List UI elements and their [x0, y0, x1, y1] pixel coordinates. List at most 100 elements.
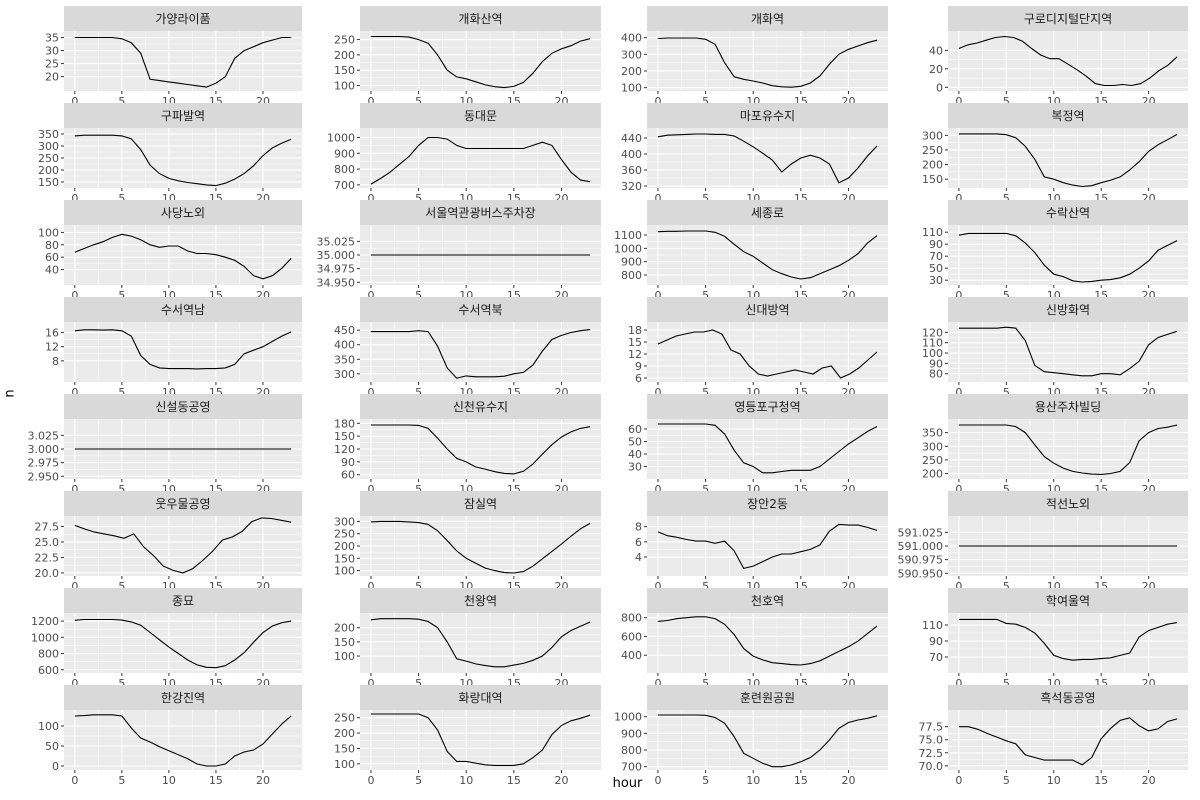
x-tick-label: 0	[367, 386, 374, 399]
x-tick-label: 5	[415, 386, 422, 399]
y-tick-label: 800	[38, 648, 59, 661]
facet-strip	[360, 103, 601, 128]
y-tick-label: 25	[45, 58, 59, 71]
x-tick-label: 5	[702, 483, 709, 496]
panel-background	[948, 128, 1188, 188]
y-tick-label: 35.000	[317, 249, 356, 262]
x-tick-label: 5	[118, 580, 125, 593]
series-line	[657, 523, 878, 570]
facet-title: 신대방역	[745, 303, 789, 317]
series-line	[74, 714, 292, 767]
x-tick-label: 0	[367, 483, 374, 496]
facet-strip	[647, 491, 888, 516]
facet-panel: 한강진역 0 5 10 15 20 0 50 100	[38, 685, 302, 787]
x-tick-label: 10	[1047, 774, 1061, 787]
facet-title: 신방화역	[1046, 303, 1090, 317]
facet-title: 천호역	[751, 593, 784, 608]
x-tick-label: 0	[71, 289, 78, 302]
facet-strip	[647, 6, 888, 31]
y-tick-label: 1000	[31, 631, 59, 644]
x-tick-label: 5	[702, 192, 709, 205]
x-tick-label: 0	[71, 677, 78, 690]
x-tick-label: 0	[654, 289, 661, 302]
facet-title: 웃우물공영	[155, 497, 210, 511]
y-tick-label: 20	[929, 63, 943, 76]
y-tick-label: 200	[334, 622, 355, 635]
y-tick-label: 200	[621, 65, 642, 78]
y-tick-label: 110	[922, 226, 943, 239]
y-tick-label: 90	[929, 238, 943, 251]
y-tick-label: 400	[621, 148, 642, 161]
facet-title: 마포유수지	[740, 109, 795, 123]
x-tick-label: 5	[702, 774, 709, 787]
facet-title: 구파발역	[161, 109, 205, 123]
facet-strip	[647, 394, 888, 419]
series-line	[371, 329, 591, 379]
y-tick-label: 90	[341, 456, 355, 469]
y-tick-label: 400	[334, 339, 355, 352]
y-tick-label: 35	[45, 32, 59, 45]
x-tick-label: 5	[702, 289, 709, 302]
x-tick-label: 0	[71, 483, 78, 496]
facet-strip	[64, 685, 302, 710]
panel-background	[948, 419, 1188, 479]
x-tick-label: 5	[415, 192, 422, 205]
y-tick-label: 450	[334, 324, 355, 337]
facet-title: 구로디지털단지역	[1024, 12, 1112, 26]
facet-title: 가양라이품	[155, 12, 210, 26]
series-line	[74, 517, 292, 574]
y-tick-label: 100	[334, 79, 355, 92]
x-tick-label: 0	[654, 774, 661, 787]
y-tick-label: 350	[38, 128, 59, 141]
x-tick-label: 0	[71, 580, 78, 593]
y-tick-label: 350	[922, 427, 943, 440]
facet-strip	[360, 394, 601, 419]
y-tick-label: 8	[635, 521, 642, 534]
y-tick-label: 20	[45, 71, 59, 84]
x-tick-label: 0	[367, 677, 374, 690]
facet-title: 수락산역	[1046, 206, 1090, 220]
y-tick-label: 200	[334, 540, 355, 553]
x-tick-label: 0	[71, 95, 78, 108]
x-tick-label: 15	[794, 774, 808, 787]
facet-title: 장안2동	[747, 497, 788, 511]
y-tick-label: 80	[45, 239, 59, 252]
x-tick-label: 5	[118, 95, 125, 108]
facet-title: 잠실역	[464, 497, 497, 511]
y-tick-label: 22.5	[35, 551, 60, 564]
y-tick-label: 591.000	[898, 540, 944, 553]
y-tick-label: 100	[922, 347, 943, 360]
y-tick-label: 30	[45, 45, 59, 58]
y-tick-label: 700	[334, 179, 355, 192]
x-tick-label: 15	[507, 774, 521, 787]
panel-background	[64, 322, 302, 382]
facet-strip	[360, 491, 601, 516]
x-tick-label: 10	[459, 774, 473, 787]
y-tick-label: 35.025	[317, 235, 356, 248]
y-tick-label: 150	[334, 64, 355, 77]
x-tick-label: 0	[71, 386, 78, 399]
x-tick-label: 5	[415, 289, 422, 302]
y-tick-label: 350	[334, 353, 355, 366]
y-tick-label: 77.5	[919, 721, 944, 734]
series-line	[958, 717, 1178, 766]
x-tick-label: 0	[654, 192, 661, 205]
x-tick-label: 0	[71, 192, 78, 205]
panel-background	[647, 31, 888, 91]
x-tick-label: 5	[415, 774, 422, 787]
y-tick-label: 300	[621, 48, 642, 61]
y-tick-label: 50	[628, 436, 642, 449]
facet-title: 개화산역	[458, 12, 502, 26]
y-tick-label: 440	[621, 132, 642, 145]
y-tick-label: 50	[929, 262, 943, 275]
y-tick-label: 70	[929, 250, 943, 263]
x-tick-label: 5	[1003, 483, 1010, 496]
facet-strip	[948, 200, 1188, 225]
